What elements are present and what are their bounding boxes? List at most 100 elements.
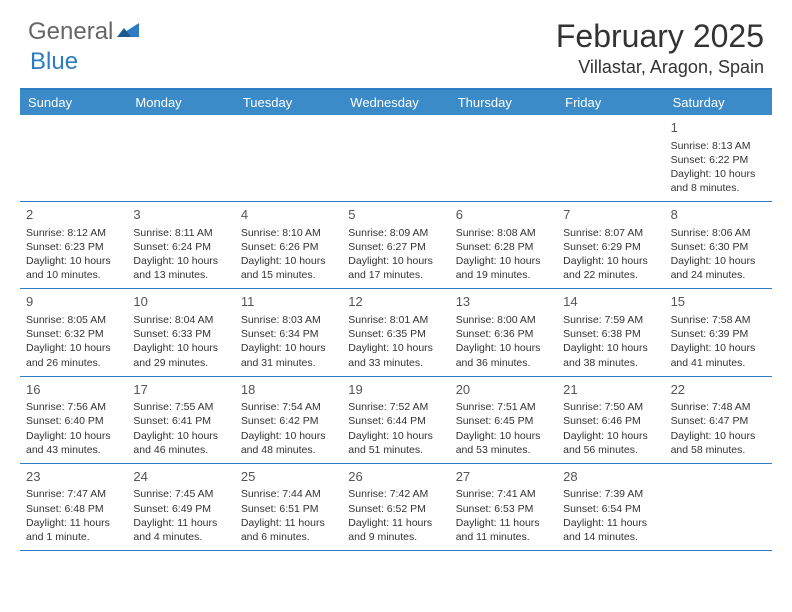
daylight-line: Daylight: 10 hours and 22 minutes. [563,254,658,282]
week-row: 16Sunrise: 7:56 AMSunset: 6:40 PMDayligh… [20,377,772,464]
day-cell: 8Sunrise: 8:06 AMSunset: 6:30 PMDaylight… [665,202,772,288]
sunset-line: Sunset: 6:34 PM [241,327,336,341]
day-cell: 21Sunrise: 7:50 AMSunset: 6:46 PMDayligh… [557,377,664,463]
day-number: 18 [241,381,336,399]
sunrise-line: Sunrise: 7:51 AM [456,400,551,414]
daylight-line: Daylight: 10 hours and 38 minutes. [563,341,658,369]
day-number: 1 [671,119,766,137]
sunset-line: Sunset: 6:38 PM [563,327,658,341]
day-number: 13 [456,293,551,311]
sunrise-line: Sunrise: 8:13 AM [671,139,766,153]
daylight-line: Daylight: 10 hours and 15 minutes. [241,254,336,282]
sunset-line: Sunset: 6:46 PM [563,414,658,428]
day-number: 7 [563,206,658,224]
sunrise-line: Sunrise: 8:08 AM [456,226,551,240]
week-row: 9Sunrise: 8:05 AMSunset: 6:32 PMDaylight… [20,289,772,376]
daylight-line: Daylight: 10 hours and 56 minutes. [563,429,658,457]
weekday-label: Friday [557,90,664,115]
day-number: 8 [671,206,766,224]
sunset-line: Sunset: 6:53 PM [456,502,551,516]
sunrise-line: Sunrise: 8:12 AM [26,226,121,240]
sunrise-line: Sunrise: 7:59 AM [563,313,658,327]
day-cell: 2Sunrise: 8:12 AMSunset: 6:23 PMDaylight… [20,202,127,288]
sunset-line: Sunset: 6:47 PM [671,414,766,428]
daylight-line: Daylight: 10 hours and 31 minutes. [241,341,336,369]
day-number: 19 [348,381,443,399]
sunrise-line: Sunrise: 7:55 AM [133,400,228,414]
day-cell: 28Sunrise: 7:39 AMSunset: 6:54 PMDayligh… [557,464,664,550]
daylight-line: Daylight: 10 hours and 48 minutes. [241,429,336,457]
day-number: 16 [26,381,121,399]
week-row: 2Sunrise: 8:12 AMSunset: 6:23 PMDaylight… [20,202,772,289]
sunset-line: Sunset: 6:41 PM [133,414,228,428]
day-cell: 26Sunrise: 7:42 AMSunset: 6:52 PMDayligh… [342,464,449,550]
sunrise-line: Sunrise: 7:48 AM [671,400,766,414]
sunrise-line: Sunrise: 7:56 AM [26,400,121,414]
day-cell: 27Sunrise: 7:41 AMSunset: 6:53 PMDayligh… [450,464,557,550]
day-number: 15 [671,293,766,311]
sunrise-line: Sunrise: 7:41 AM [456,487,551,501]
day-cell [342,115,449,201]
daylight-line: Daylight: 10 hours and 10 minutes. [26,254,121,282]
day-number: 17 [133,381,228,399]
day-cell: 10Sunrise: 8:04 AMSunset: 6:33 PMDayligh… [127,289,234,375]
daylight-line: Daylight: 10 hours and 8 minutes. [671,167,766,195]
day-number: 26 [348,468,443,486]
day-cell: 3Sunrise: 8:11 AMSunset: 6:24 PMDaylight… [127,202,234,288]
day-cell: 1Sunrise: 8:13 AMSunset: 6:22 PMDaylight… [665,115,772,201]
day-number: 2 [26,206,121,224]
logo-icon [117,18,143,46]
weekday-label: Tuesday [235,90,342,115]
logo-text-general: General [28,18,113,46]
daylight-line: Daylight: 10 hours and 13 minutes. [133,254,228,282]
day-cell: 25Sunrise: 7:44 AMSunset: 6:51 PMDayligh… [235,464,342,550]
daylight-line: Daylight: 11 hours and 9 minutes. [348,516,443,544]
day-cell: 23Sunrise: 7:47 AMSunset: 6:48 PMDayligh… [20,464,127,550]
sunrise-line: Sunrise: 8:07 AM [563,226,658,240]
day-cell [450,115,557,201]
sunrise-line: Sunrise: 8:09 AM [348,226,443,240]
daylight-line: Daylight: 11 hours and 4 minutes. [133,516,228,544]
day-cell: 4Sunrise: 8:10 AMSunset: 6:26 PMDaylight… [235,202,342,288]
daylight-line: Daylight: 10 hours and 17 minutes. [348,254,443,282]
month-title: February 2025 [556,18,764,55]
week-row: 1Sunrise: 8:13 AMSunset: 6:22 PMDaylight… [20,115,772,202]
day-cell: 19Sunrise: 7:52 AMSunset: 6:44 PMDayligh… [342,377,449,463]
weekday-label: Wednesday [342,90,449,115]
sunset-line: Sunset: 6:26 PM [241,240,336,254]
day-cell: 17Sunrise: 7:55 AMSunset: 6:41 PMDayligh… [127,377,234,463]
sunset-line: Sunset: 6:45 PM [456,414,551,428]
sunrise-line: Sunrise: 8:01 AM [348,313,443,327]
day-number: 6 [456,206,551,224]
sunset-line: Sunset: 6:24 PM [133,240,228,254]
day-cell: 14Sunrise: 7:59 AMSunset: 6:38 PMDayligh… [557,289,664,375]
day-cell: 22Sunrise: 7:48 AMSunset: 6:47 PMDayligh… [665,377,772,463]
day-number: 28 [563,468,658,486]
sunrise-line: Sunrise: 8:00 AM [456,313,551,327]
daylight-line: Daylight: 10 hours and 41 minutes. [671,341,766,369]
daylight-line: Daylight: 10 hours and 58 minutes. [671,429,766,457]
sunrise-line: Sunrise: 7:58 AM [671,313,766,327]
day-cell: 12Sunrise: 8:01 AMSunset: 6:35 PMDayligh… [342,289,449,375]
sunrise-line: Sunrise: 7:44 AM [241,487,336,501]
sunset-line: Sunset: 6:42 PM [241,414,336,428]
location: Villastar, Aragon, Spain [556,57,764,78]
logo: General [28,18,145,46]
sunset-line: Sunset: 6:33 PM [133,327,228,341]
weekday-label: Monday [127,90,234,115]
day-cell: 15Sunrise: 7:58 AMSunset: 6:39 PMDayligh… [665,289,772,375]
weekday-header-row: SundayMondayTuesdayWednesdayThursdayFrid… [20,90,772,115]
sunrise-line: Sunrise: 7:45 AM [133,487,228,501]
sunset-line: Sunset: 6:32 PM [26,327,121,341]
sunset-line: Sunset: 6:44 PM [348,414,443,428]
weekday-label: Thursday [450,90,557,115]
day-cell: 5Sunrise: 8:09 AMSunset: 6:27 PMDaylight… [342,202,449,288]
calendar: SundayMondayTuesdayWednesdayThursdayFrid… [20,88,772,551]
calendar-body: 1Sunrise: 8:13 AMSunset: 6:22 PMDaylight… [20,115,772,551]
sunrise-line: Sunrise: 7:47 AM [26,487,121,501]
day-number: 12 [348,293,443,311]
daylight-line: Daylight: 10 hours and 43 minutes. [26,429,121,457]
day-number: 22 [671,381,766,399]
sunset-line: Sunset: 6:48 PM [26,502,121,516]
day-cell: 13Sunrise: 8:00 AMSunset: 6:36 PMDayligh… [450,289,557,375]
